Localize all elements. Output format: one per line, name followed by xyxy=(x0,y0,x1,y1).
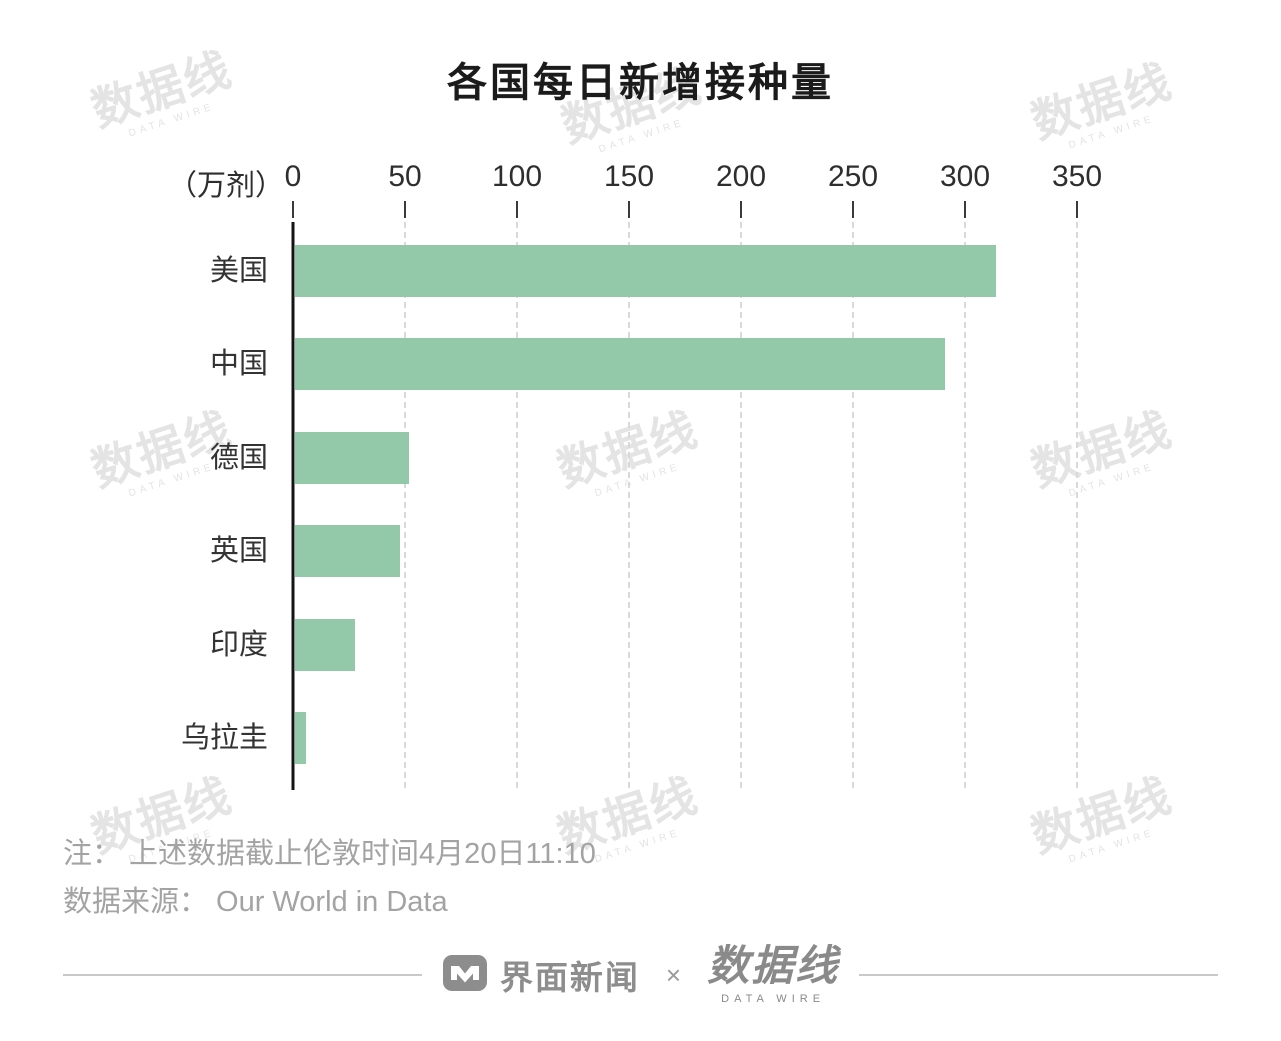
datawire-logo: 数据线 DATA WIRE xyxy=(707,942,840,1006)
x-tick-label: 100 xyxy=(491,160,543,193)
tick-mark xyxy=(292,201,294,218)
tick-mark xyxy=(740,201,742,218)
x-tick-label: 200 xyxy=(715,160,767,193)
datawire-logo-text: 数据线 xyxy=(707,942,840,989)
bar xyxy=(295,338,945,391)
bar xyxy=(295,525,401,578)
tick-mark xyxy=(628,201,630,218)
gridline xyxy=(740,222,742,788)
gridline xyxy=(628,222,630,788)
jiemian-logo-icon xyxy=(442,954,488,997)
bar xyxy=(295,245,997,297)
x-tick-label: 0 xyxy=(284,160,302,193)
gridline xyxy=(516,222,518,788)
x-tick-label: 150 xyxy=(603,160,655,193)
footer-rule-left xyxy=(63,974,422,976)
jiemian-logo-text: 界面新闻 xyxy=(499,959,640,996)
category-label: 英国 xyxy=(209,535,268,568)
x-tick-label: 350 xyxy=(1051,160,1103,193)
bar xyxy=(295,431,410,484)
jiemian-logo: 界面新闻 xyxy=(442,951,640,999)
category-label: 中国 xyxy=(209,348,268,381)
tick-mark xyxy=(1076,201,1078,218)
axis-unit-label: （万剂） xyxy=(168,170,285,202)
note-line: 注： 上述数据截止伦敦时间4月20日11:10 xyxy=(63,838,596,870)
x-tick-label: 300 xyxy=(939,160,991,193)
tick-mark xyxy=(852,201,854,218)
gridline xyxy=(852,222,854,788)
x-tick-label: 250 xyxy=(827,160,879,193)
gridline xyxy=(1076,222,1078,788)
x-tick-label: 50 xyxy=(388,160,422,193)
notes-block: 注： 上述数据截止伦敦时间4月20日11:10 数据来源： Our World … xyxy=(63,830,596,926)
y-axis-line xyxy=(291,222,295,790)
footer: 界面新闻 × 数据线 DATA WIRE xyxy=(63,930,1219,1020)
bar xyxy=(295,712,307,764)
bar xyxy=(295,618,356,671)
datawire-logo-subtext: DATA WIRE xyxy=(721,993,826,1005)
chart-title: 各国每日新增接种量 xyxy=(447,61,834,105)
tick-mark xyxy=(404,201,406,218)
footer-rule-right xyxy=(859,974,1219,976)
gridline xyxy=(964,222,966,788)
footer-separator: × xyxy=(665,959,682,990)
category-label: 印度 xyxy=(209,628,268,661)
tick-mark xyxy=(964,201,966,218)
category-label: 美国 xyxy=(209,255,268,287)
category-label: 乌拉圭 xyxy=(180,722,268,754)
gridline xyxy=(404,222,406,788)
tick-mark xyxy=(516,201,518,218)
category-label: 德国 xyxy=(209,441,268,474)
source-line: 数据来源： Our World in Data xyxy=(63,886,448,918)
